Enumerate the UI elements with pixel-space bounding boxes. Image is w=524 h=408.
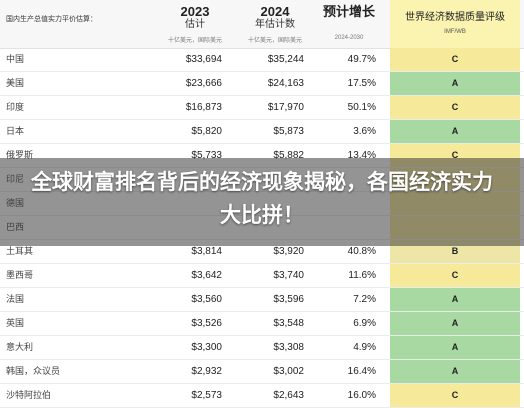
header-2024: 2024 年估计数 十亿美元，国际美元 [240, 4, 310, 44]
gdp-2023-cell: $3,560 [191, 294, 222, 305]
country-cell: 意大利 [6, 342, 34, 352]
header-2023-year: 2023 [180, 4, 210, 19]
rating-cell: C [390, 384, 520, 407]
table-row: 沙特阿拉伯 $2,573 $2,643 16.0% C [0, 384, 524, 408]
country-cell: 印度 [6, 102, 25, 112]
rating-cell: A [390, 336, 520, 359]
country-cell: 俄罗斯 [6, 150, 34, 160]
overlay-title: 全球财富排名背后的经济现象揭秘，各国经济实力大比拼！ [31, 170, 493, 227]
header-rating-title: 世界经济数据质量评级 [405, 12, 505, 23]
header-2023: 2023 估计 十亿美元，国际美元 [160, 4, 230, 44]
table-row: 意大利 $3,300 $3,308 4.9% A [0, 336, 524, 360]
gdp-2023-cell: $3,300 [191, 342, 222, 353]
growth-cell: 16.0% [347, 390, 376, 401]
gdp-2023-cell: $3,642 [191, 270, 222, 281]
header-growth-title: 预计增长 [322, 4, 375, 19]
header-rating-badge: IMF/WB [444, 29, 466, 35]
country-cell: 土耳其 [6, 246, 34, 256]
country-cell: 韩国，众议员 [6, 366, 61, 376]
gdp-2024-cell: $35,244 [267, 54, 304, 65]
table-row: 英国 $3,526 $3,548 6.9% A [0, 312, 524, 336]
growth-cell: 7.2% [353, 294, 376, 305]
growth-cell: 6.9% [353, 318, 376, 329]
gdp-2024-cell: $3,920 [273, 246, 304, 257]
table-row: 法国 $3,560 $3,596 7.2% A [0, 288, 524, 312]
rating-cell: A [390, 312, 520, 335]
gdp-2023-cell: $33,694 [185, 54, 222, 65]
table-row: 墨西哥 $3,642 $3,740 11.6% C [0, 264, 524, 288]
country-cell: 英国 [6, 318, 25, 328]
gdp-2024-cell: $24,163 [267, 78, 304, 89]
gdp-2023-cell: $16,873 [185, 102, 222, 113]
rating-cell: C [390, 48, 520, 71]
gdp-2023-cell: $23,666 [185, 78, 222, 89]
title-overlay: 全球财富排名背后的经济现象揭秘，各国经济实力大比拼！ [0, 158, 524, 246]
header-2023-sub: 估计 [185, 19, 205, 30]
country-cell: 日本 [6, 126, 25, 136]
gdp-2024-cell: $2,643 [273, 390, 304, 401]
gdp-2024-cell: $5,873 [273, 126, 304, 137]
header-2023-unit: 十亿美元，国际美元 [167, 38, 222, 44]
rating-cell: C [390, 96, 520, 119]
table-row: 印度 $16,873 $17,970 50.1% C [0, 96, 524, 120]
gdp-2023-cell: $3,814 [191, 246, 222, 257]
gdp-2024-cell: $3,740 [273, 270, 304, 281]
table-row: 美国 $23,666 $24,163 17.5% A [0, 72, 524, 96]
gdp-2023-cell: $5,733 [191, 150, 222, 161]
table-row: 韩国，众议员 $2,932 $3,002 16.4% A [0, 360, 524, 384]
growth-cell: 3.6% [353, 126, 376, 137]
table-row: 日本 $5,820 $5,873 3.6% A [0, 120, 524, 144]
gdp-2024-cell: $3,596 [273, 294, 304, 305]
growth-cell: 4.9% [353, 342, 376, 353]
gdp-2024-cell: $3,308 [273, 342, 304, 353]
gdp-2024-cell: $5,882 [273, 150, 304, 161]
header-rating: 世界经济数据质量评级 IMF/WB [390, 0, 520, 48]
table-row: 中国 $33,694 $35,244 49.7% C [0, 48, 524, 72]
country-cell: 美国 [6, 78, 25, 88]
country-cell: 墨西哥 [6, 270, 34, 280]
gdp-2023-cell: $5,820 [191, 126, 222, 137]
header-2024-unit: 十亿美元，国际美元 [247, 38, 302, 44]
header-growth-period: 2024-2030 [334, 35, 364, 41]
growth-cell: 17.5% [347, 78, 376, 89]
gdp-2023-cell: $2,932 [191, 366, 222, 377]
rating-cell: A [390, 72, 520, 95]
growth-cell: 13.4% [347, 150, 376, 161]
header-2024-year: 2024 [260, 4, 290, 19]
growth-cell: 40.8% [347, 246, 376, 257]
gdp-2024-cell: $3,002 [273, 366, 304, 377]
gdp-2023-cell: $2,573 [191, 390, 222, 401]
growth-cell: 49.7% [347, 54, 376, 65]
gdp-2024-cell: $17,970 [267, 102, 304, 113]
table-header: 国内生产总值实力平价估算： 2023 估计 十亿美元，国际美元 2024 年估计… [0, 0, 524, 49]
rating-cell: A [390, 288, 520, 311]
growth-cell: 16.4% [347, 366, 376, 377]
country-cell: 沙特阿拉伯 [6, 390, 52, 400]
growth-cell: 50.1% [347, 102, 376, 113]
rating-cell: A [390, 120, 520, 143]
country-cell: 法国 [6, 294, 25, 304]
rating-cell: C [390, 264, 520, 287]
country-cell: 中国 [6, 54, 25, 64]
growth-cell: 11.6% [348, 270, 376, 281]
rating-cell: A [390, 360, 520, 383]
gdp-2024-cell: $3,548 [273, 318, 304, 329]
country-column-header: 国内生产总值实力平价估算： [6, 16, 97, 23]
header-growth: 预计增长 2024-2030 [316, 4, 382, 41]
gdp-2023-cell: $3,526 [191, 318, 222, 329]
header-2024-sub: 年估计数 [255, 19, 295, 30]
